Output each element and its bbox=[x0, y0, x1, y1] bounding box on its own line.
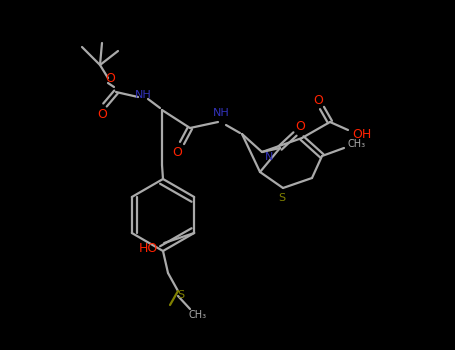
Text: S: S bbox=[278, 193, 286, 203]
Text: CH₃: CH₃ bbox=[348, 139, 366, 149]
Text: NH: NH bbox=[212, 108, 229, 118]
Text: OH: OH bbox=[352, 128, 372, 141]
Text: O: O bbox=[172, 146, 182, 159]
Text: O: O bbox=[97, 107, 107, 120]
Text: O: O bbox=[295, 120, 305, 133]
Text: O: O bbox=[313, 93, 323, 106]
Text: NH: NH bbox=[135, 90, 152, 100]
Text: O: O bbox=[105, 72, 115, 85]
Text: N: N bbox=[265, 152, 273, 162]
Text: HO: HO bbox=[139, 241, 158, 254]
Text: CH₃: CH₃ bbox=[189, 310, 207, 320]
Text: S: S bbox=[177, 290, 185, 300]
